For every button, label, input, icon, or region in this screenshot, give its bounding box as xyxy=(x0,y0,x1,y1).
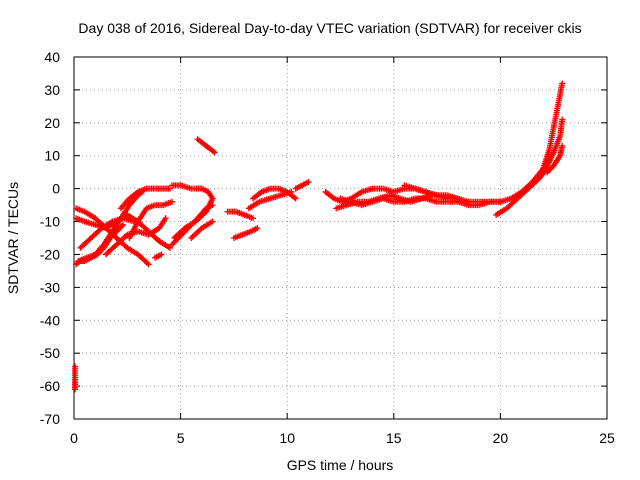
point-arc-o xyxy=(250,215,257,222)
data-points xyxy=(72,80,566,393)
point-arc-a xyxy=(144,260,151,267)
point-arc-p xyxy=(254,225,261,232)
point-arc-e xyxy=(166,244,173,251)
x-tick-label: 5 xyxy=(177,430,185,446)
point-arc-m xyxy=(209,218,216,225)
x-axis-label: GPS time / hours xyxy=(287,457,394,473)
point-arc-h xyxy=(169,198,176,205)
point-arc-a xyxy=(145,261,152,268)
x-tick-label: 20 xyxy=(493,430,509,446)
point-arc-zz xyxy=(559,142,566,149)
point-arc-g xyxy=(166,185,173,192)
point-arc-d xyxy=(118,223,125,230)
x-tick-label: 0 xyxy=(70,430,78,446)
y-tick-label: 30 xyxy=(44,82,60,98)
point-arc-n xyxy=(211,149,218,156)
point-arc-d xyxy=(120,221,127,228)
point-arc-f xyxy=(162,215,169,222)
y-tick-labels: -70 -60 -50 -40 -30 -20 -10 0 10 20 30 40 xyxy=(40,49,60,427)
tick-marks xyxy=(73,56,608,420)
point-arc-i xyxy=(158,251,165,258)
x-tick-label: 10 xyxy=(279,430,295,446)
y-tick-label: 40 xyxy=(44,49,60,65)
y-tick-label: -50 xyxy=(40,345,60,361)
y-tick-label: -10 xyxy=(40,214,60,230)
point-arc-l xyxy=(209,195,216,202)
chart-title: Day 038 of 2016, Sidereal Day-to-day VTE… xyxy=(78,20,581,36)
point-arc-z xyxy=(559,116,566,123)
x-tick-label: 25 xyxy=(599,430,615,446)
y-tick-label: 0 xyxy=(52,181,60,197)
y-tick-label: -60 xyxy=(40,378,60,394)
y-tick-label: -40 xyxy=(40,312,60,328)
point-arc-s xyxy=(305,179,312,186)
point-outlier xyxy=(72,386,79,393)
x-tick-label: 15 xyxy=(386,430,402,446)
y-axis-label: SDTVAR / TECUs xyxy=(5,182,21,294)
x-tick-labels: 0 5 10 15 20 25 xyxy=(70,430,615,446)
point-arc-y xyxy=(559,80,566,87)
y-tick-label: 10 xyxy=(44,148,60,164)
y-tick-label: -70 xyxy=(40,411,60,427)
y-tick-label: 20 xyxy=(44,115,60,131)
y-tick-label: -30 xyxy=(40,279,60,295)
point-arc-r xyxy=(292,195,299,202)
y-tick-label: -20 xyxy=(40,246,60,262)
plot-frame xyxy=(73,56,608,420)
